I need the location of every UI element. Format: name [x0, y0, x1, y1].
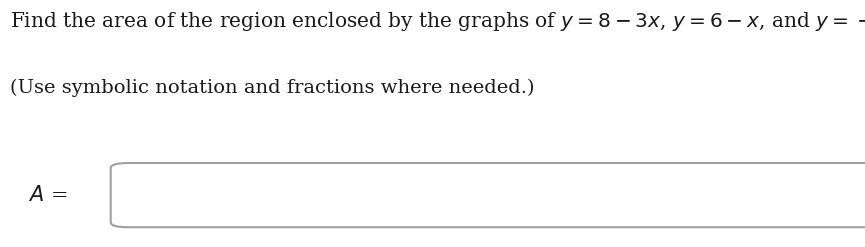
Text: $A$ =: $A$ = — [28, 185, 67, 205]
Text: (Use symbolic notation and fractions where needed.): (Use symbolic notation and fractions whe… — [10, 79, 535, 97]
FancyBboxPatch shape — [111, 163, 865, 227]
Text: Find the area of the region enclosed by the graphs of $y = 8 - 3x$, $y = 6 - x$,: Find the area of the region enclosed by … — [10, 10, 865, 33]
